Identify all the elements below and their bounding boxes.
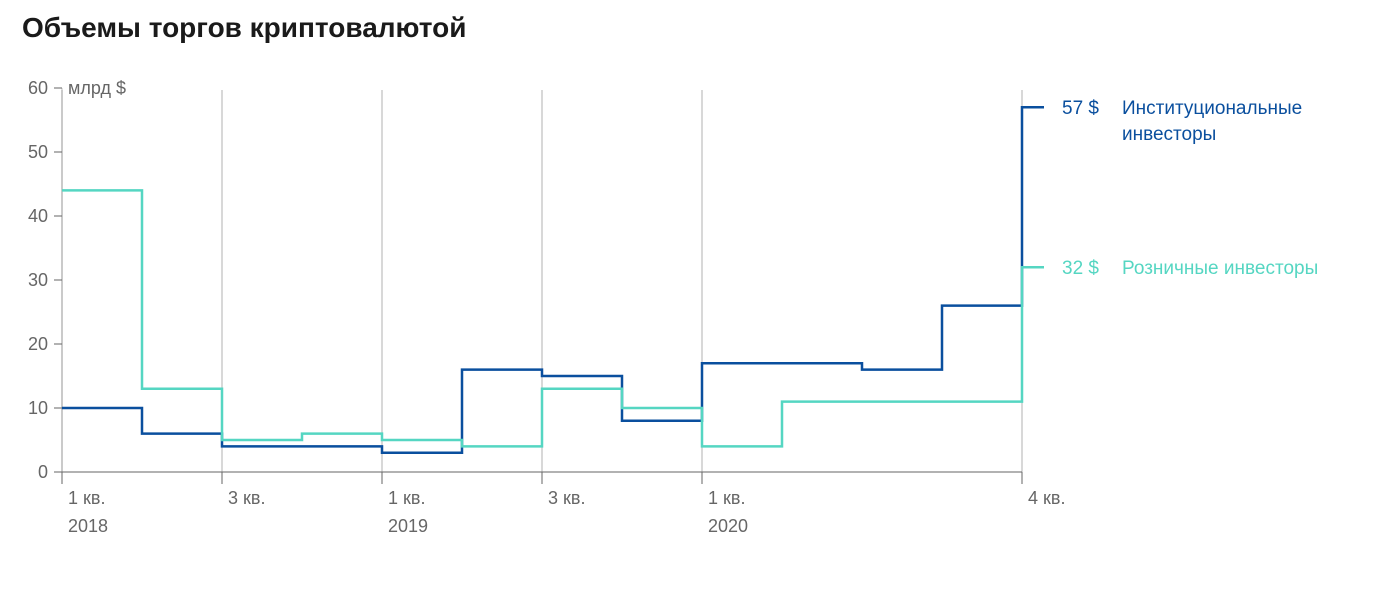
chart-area: 0 10 20 30 40 50 60 млрд $ 1 кв. 2018 3 кв. 1 кв. 20…	[0, 0, 1400, 592]
y-tick-label: 50	[28, 142, 48, 162]
x-tick-label-top: 1 кв.	[388, 488, 425, 508]
x-tick-label-top: 3 кв.	[228, 488, 265, 508]
series-annotation-value: 57 $	[1062, 98, 1099, 119]
y-tick-label: 0	[38, 462, 48, 482]
y-tick-label: 20	[28, 334, 48, 354]
series-annotation-label: Институциональные	[1122, 98, 1302, 119]
series-annotation-label: инвесторы	[1122, 124, 1216, 145]
series-annotation-label: Розничные инвесторы	[1122, 258, 1318, 279]
x-tick-label-top: 3 кв.	[548, 488, 585, 508]
x-tick-label-bottom: 2019	[388, 516, 428, 536]
y-unit-label: млрд $	[68, 78, 126, 98]
x-tick-label-top: 4 кв.	[1028, 488, 1065, 508]
y-tick-label: 40	[28, 206, 48, 226]
x-tick-label-bottom: 2018	[68, 516, 108, 536]
x-tick-label-top: 1 кв.	[708, 488, 745, 508]
y-tick-label: 30	[28, 270, 48, 290]
y-tick-label: 10	[28, 398, 48, 418]
series-annotation-value: 32 $	[1062, 258, 1099, 279]
x-tick-label-bottom: 2020	[708, 516, 748, 536]
x-tick-label-top: 1 кв.	[68, 488, 105, 508]
series-line	[62, 190, 1044, 446]
y-tick-label: 60	[28, 78, 48, 98]
